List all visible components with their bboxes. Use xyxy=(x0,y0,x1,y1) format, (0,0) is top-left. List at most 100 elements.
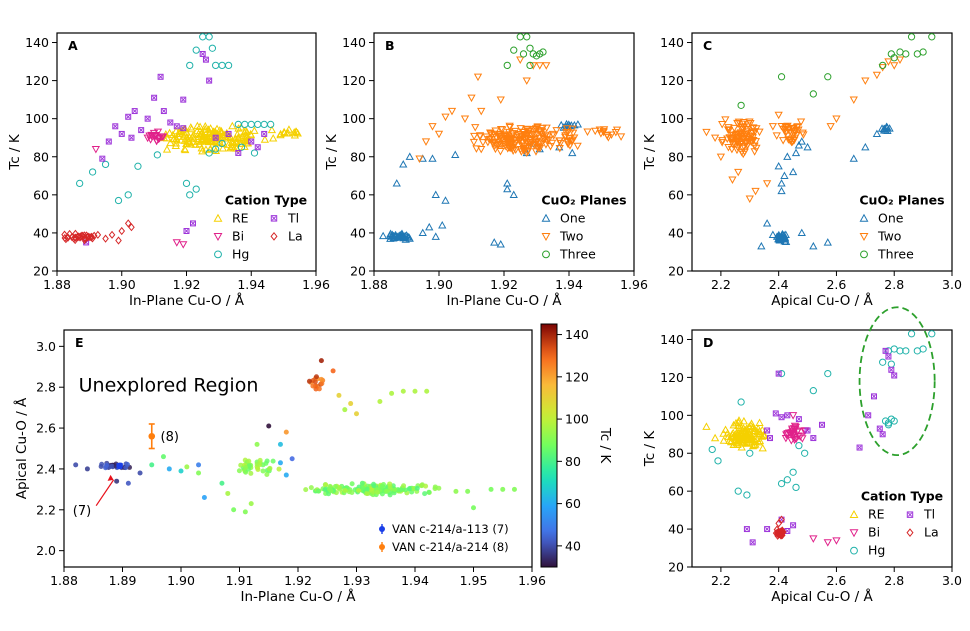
panel-label: D xyxy=(703,335,713,350)
data-point xyxy=(235,149,242,156)
y-tick-label: 60 xyxy=(668,187,684,202)
data-point xyxy=(402,487,408,493)
marker-cross xyxy=(889,367,894,372)
data-point xyxy=(250,126,259,134)
marker-square xyxy=(885,353,892,360)
series-re xyxy=(159,121,302,155)
series-three xyxy=(737,33,936,109)
data-point xyxy=(200,127,210,136)
points-layer xyxy=(702,33,936,250)
series-la xyxy=(772,515,787,540)
data-point xyxy=(232,136,241,145)
series-materials xyxy=(73,358,517,515)
data-point xyxy=(573,142,582,151)
data-point xyxy=(226,143,235,152)
data-point xyxy=(749,539,756,546)
marker-cross xyxy=(129,135,134,140)
data-point xyxy=(496,240,505,248)
data-point xyxy=(223,131,232,139)
x-axis-label: Apical Cu-O / Å xyxy=(771,292,873,309)
data-point xyxy=(368,486,374,492)
legend-marker xyxy=(849,529,859,538)
data-point xyxy=(398,487,404,493)
data-point xyxy=(186,61,194,70)
van-marker xyxy=(116,462,123,470)
marker-cross xyxy=(872,394,876,399)
data-point xyxy=(718,121,727,129)
data-point xyxy=(788,412,798,420)
marker-cross xyxy=(200,51,205,56)
x-tick-label: 1.90 xyxy=(108,277,136,292)
data-point xyxy=(246,129,255,138)
legend-title: CuO₂ Planes xyxy=(859,192,944,207)
data-point xyxy=(217,126,226,135)
data-point xyxy=(526,136,536,145)
marker-square xyxy=(778,414,785,421)
panel-label: E xyxy=(75,335,84,350)
data-point xyxy=(492,133,501,142)
data-point xyxy=(511,486,517,492)
x-axis-label: In-Plane Cu-O / Å xyxy=(447,292,563,309)
data-point xyxy=(212,145,220,153)
legend-label: Three xyxy=(559,246,596,261)
x-tick-label: 1.95 xyxy=(460,573,488,588)
y-tick-label: 120 xyxy=(660,370,684,385)
y-axis-label: Tc / K xyxy=(324,133,340,171)
marker-cross xyxy=(236,150,241,155)
data-point xyxy=(388,230,397,238)
data-point xyxy=(201,495,207,501)
data-point xyxy=(738,125,748,134)
data-point xyxy=(428,154,437,162)
data-point xyxy=(744,431,753,439)
data-point xyxy=(505,134,514,142)
legend-marker xyxy=(906,528,914,538)
data-point xyxy=(809,535,818,543)
data-point xyxy=(482,133,491,142)
data-point xyxy=(739,416,749,425)
data-point xyxy=(743,126,752,134)
data-point xyxy=(219,480,225,486)
data-point xyxy=(207,129,217,138)
data-point xyxy=(384,488,390,494)
data-point xyxy=(205,33,213,41)
legend: CuO₂ Planes One Two Three xyxy=(541,192,626,261)
marker-cross xyxy=(271,216,277,221)
legend-marker xyxy=(213,232,223,241)
data-point xyxy=(192,46,200,54)
legend-title: Cation Type xyxy=(225,192,307,207)
marker-cross xyxy=(181,97,186,102)
points-layer xyxy=(61,33,302,249)
data-point xyxy=(710,134,720,143)
data-point xyxy=(747,132,756,141)
legend-label: Hg xyxy=(868,543,885,558)
data-point xyxy=(134,162,142,170)
data-point xyxy=(849,96,858,104)
marker-square xyxy=(270,215,278,222)
data-point xyxy=(94,230,102,239)
data-point xyxy=(492,141,501,149)
data-point xyxy=(218,139,226,148)
y-tick-label: 40 xyxy=(668,225,684,240)
marker-cross xyxy=(132,109,137,114)
data-point xyxy=(236,468,242,474)
marker-square xyxy=(790,522,797,529)
data-point xyxy=(895,56,905,64)
data-point xyxy=(364,490,370,496)
data-point xyxy=(242,509,248,515)
data-point xyxy=(101,160,110,169)
data-point xyxy=(196,470,202,476)
data-point xyxy=(360,485,366,491)
data-point xyxy=(318,358,324,364)
legend-label: VAN c-214/a-113 (7) xyxy=(392,522,509,536)
data-point xyxy=(525,127,534,135)
y-tick-label: 120 xyxy=(25,73,49,88)
data-point xyxy=(702,422,711,430)
data-point xyxy=(510,46,518,54)
data-point xyxy=(330,368,336,374)
data-point xyxy=(118,226,126,236)
marker-square xyxy=(749,539,756,546)
data-point xyxy=(737,439,746,447)
data-point xyxy=(774,161,783,170)
marker-cross xyxy=(145,116,150,121)
data-point xyxy=(184,137,194,145)
